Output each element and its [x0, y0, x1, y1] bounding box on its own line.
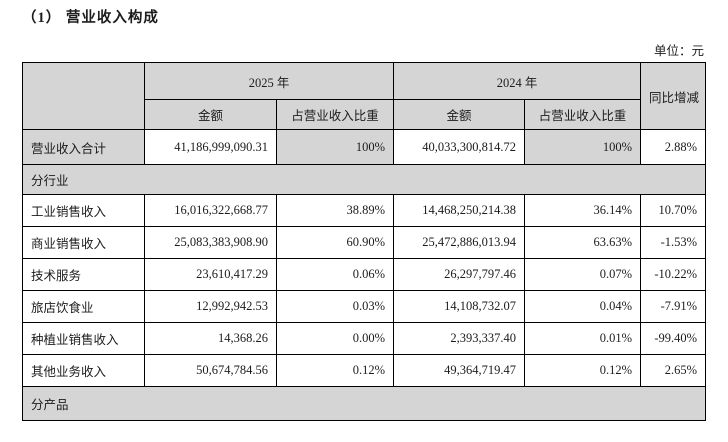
row-label: 工业销售收入	[22, 194, 145, 227]
ratio-2024: 36.14%	[524, 194, 642, 227]
section-label: 分行业	[21, 164, 707, 195]
amount-2024: 40,033,300,814.72	[393, 129, 526, 165]
yoy-value: -1.53%	[640, 226, 707, 259]
ratio-2025: 0.03%	[275, 290, 395, 323]
ratio-2024: 0.04%	[524, 290, 642, 323]
header-year-2024: 2024 年	[393, 62, 642, 100]
table-row-total: 营业收入合计 41,186,999,090.31 100% 40,033,300…	[22, 129, 707, 165]
amount-2024: 2,393,337.40	[393, 322, 526, 355]
section-row-industry: 分行业	[21, 164, 707, 195]
table-row: 技术服务 23,610,417.29 0.06% 26,297,797.46 0…	[22, 258, 707, 291]
amount-2025: 14,368.26	[144, 322, 277, 355]
table-header-years-row: 2025 年 2024 年 同比增减	[22, 62, 707, 130]
table-row: 工业销售收入 16,016,322,668.77 38.89% 14,468,2…	[22, 194, 707, 227]
table-row: 其他业务收入 50,674,784.56 0.12% 49,364,719.47…	[22, 354, 707, 387]
row-label: 商业销售收入	[22, 226, 145, 259]
amount-2025: 41,186,999,090.31	[144, 129, 277, 165]
amount-2025: 12,992,942.53	[144, 290, 277, 323]
table-row: 种植业销售收入 14,368.26 0.00% 2,393,337.40 0.0…	[22, 322, 707, 355]
row-label: 旅店饮食业	[22, 290, 145, 323]
page-title: （1） 营业收入构成	[22, 10, 159, 26]
section-row-product: 分产品	[21, 386, 707, 421]
header-amount-2024: 金额	[393, 99, 526, 130]
ratio-2025: 60.90%	[275, 226, 395, 259]
amount-2024: 49,364,719.47	[393, 354, 526, 387]
yoy-value: -7.91%	[640, 290, 707, 323]
unit-label: 单位：元	[653, 44, 704, 58]
ratio-2024: 63.63%	[524, 226, 642, 259]
row-label: 技术服务	[22, 258, 145, 291]
row-label: 种植业销售收入	[22, 322, 145, 355]
ratio-2024: 100%	[524, 129, 642, 165]
amount-2025: 50,674,784.56	[144, 354, 277, 387]
amount-2024: 25,472,886,013.94	[393, 226, 526, 259]
header-blank-cell	[22, 62, 145, 130]
table-header-cols-row: 金额 占营业收入比重 金额 占营业收入比重	[23, 99, 706, 130]
row-label: 其他业务收入	[22, 354, 145, 387]
amount-2025: 23,610,417.29	[144, 258, 277, 291]
ratio-2024: 0.01%	[524, 322, 642, 355]
amount-2024: 14,468,250,214.38	[393, 194, 526, 227]
ratio-2024: 0.12%	[524, 354, 642, 387]
ratio-2025: 100%	[275, 129, 395, 165]
header-ratio-2024: 占营业收入比重	[524, 99, 642, 130]
yoy-value: 10.70%	[640, 194, 707, 227]
ratio-2024: 0.07%	[524, 258, 642, 291]
yoy-value: -99.40%	[640, 322, 707, 355]
revenue-composition-table: 2025 年 2024 年 同比增减 金额 占营业收入比重 金额 占营业收入比重…	[21, 62, 707, 421]
amount-2025: 25,083,383,908.90	[144, 226, 277, 259]
table-row: 商业销售收入 25,083,383,908.90 60.90% 25,472,8…	[22, 226, 707, 259]
amount-2024: 26,297,797.46	[393, 258, 526, 291]
amount-2024: 14,108,732.07	[393, 290, 526, 323]
header-amount-2025: 金额	[144, 99, 277, 130]
yoy-value: -10.22%	[640, 258, 707, 291]
amount-2025: 16,016,322,668.77	[144, 194, 277, 227]
row-label: 营业收入合计	[22, 129, 145, 165]
header-ratio-2025: 占营业收入比重	[275, 99, 395, 130]
table-row: 旅店饮食业 12,992,942.53 0.03% 14,108,732.07 …	[22, 290, 707, 323]
header-year-2025: 2025 年	[143, 62, 395, 100]
yoy-value: 2.65%	[640, 354, 707, 387]
yoy-value: 2.88%	[640, 129, 707, 165]
ratio-2025: 0.12%	[275, 354, 395, 387]
ratio-2025: 38.89%	[275, 194, 395, 227]
header-yoy: 同比增减	[640, 62, 707, 130]
ratio-2025: 0.06%	[275, 258, 395, 291]
section-label: 分产品	[21, 386, 707, 421]
ratio-2025: 0.00%	[275, 322, 395, 355]
